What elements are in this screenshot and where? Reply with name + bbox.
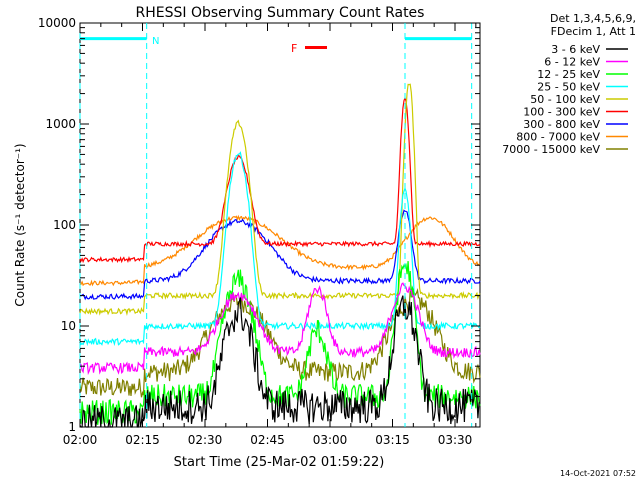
y-tick-label: 10000 <box>38 16 76 30</box>
legend-label: 800 - 7000 keV <box>516 131 600 144</box>
x-tick-label: 02:30 <box>188 433 223 447</box>
x-tick-label: 03:00 <box>313 433 348 447</box>
footer-timestamp: 14-Oct-2021 07:52 <box>560 469 636 478</box>
legend-label: 12 - 25 keV <box>537 68 600 81</box>
legend-label: 7000 - 15000 keV <box>502 143 600 156</box>
y-axis-label: Count Rate (s⁻¹ detector⁻¹) <box>13 143 27 306</box>
x-axis-ticks: 02:00 02:15 02:30 02:45 03:00 03:15 03:30 <box>63 23 477 447</box>
legend-label: 50 - 100 keV <box>530 93 600 106</box>
series-line <box>79 214 481 287</box>
legend-label: 100 - 300 keV <box>523 106 600 119</box>
x-axis-label: Start Time (25-Mar-02 01:59:22) <box>174 455 385 470</box>
y-tick-label: 1000 <box>45 117 76 131</box>
y-tick-label: 1 <box>68 420 76 434</box>
legend-label: 3 - 6 keV <box>551 43 600 56</box>
y-axis-ticks: 1 10 100 1000 10000 <box>38 16 480 434</box>
x-tick-label: 02:15 <box>125 433 160 447</box>
night-flag-label: N <box>152 36 159 47</box>
series-line <box>79 96 481 264</box>
x-tick-label: 02:45 <box>250 433 285 447</box>
x-tick-label: 03:15 <box>375 433 410 447</box>
series-line <box>79 282 481 376</box>
legend-label: 25 - 50 keV <box>537 81 600 94</box>
x-tick-label: 02:00 <box>63 433 98 447</box>
chart-title: RHESSI Observing Summary Count Rates <box>136 5 425 21</box>
data-series-group <box>79 83 481 428</box>
plot-frame <box>79 22 481 428</box>
y-tick-label: 100 <box>53 218 76 232</box>
flare-flag-label: F <box>291 42 297 55</box>
legend-header-line-1: Det 1,3,4,5,6,9, <box>550 12 636 25</box>
legend-label: 300 - 800 keV <box>523 118 600 131</box>
legend-header-line-2: FDecim 1, Att 1 <box>551 25 636 38</box>
x-tick-label: 03:30 <box>438 433 473 447</box>
legend-label: 6 - 12 keV <box>544 56 600 69</box>
y-tick-label: 10 <box>61 319 76 333</box>
